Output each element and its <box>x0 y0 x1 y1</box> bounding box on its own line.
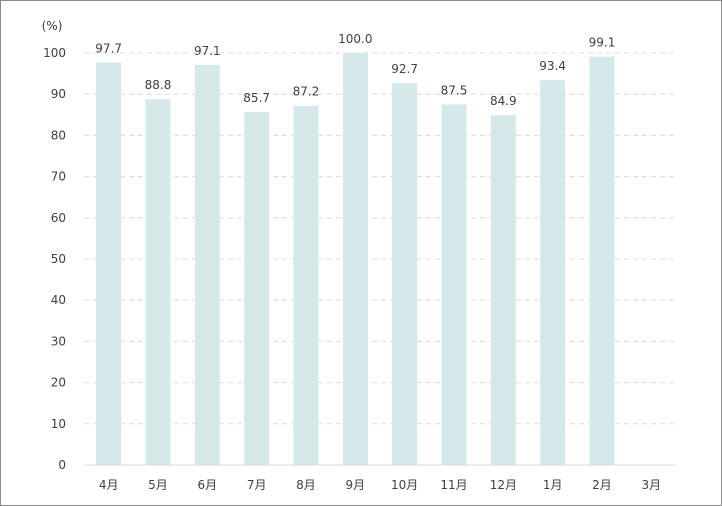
bar <box>244 111 270 465</box>
bar <box>589 56 615 465</box>
data-label: 97.7 <box>95 41 122 55</box>
x-category-label: 3月 <box>642 478 662 492</box>
data-label: 92.7 <box>391 62 418 76</box>
y-tick-label: 100 <box>43 46 66 60</box>
bar <box>441 104 467 465</box>
x-category-label: 10月 <box>391 478 418 492</box>
bar <box>540 80 566 465</box>
data-label: 85.7 <box>243 91 270 105</box>
y-tick-label: 80 <box>51 128 66 142</box>
y-tick-label: 70 <box>51 170 66 184</box>
x-category-label: 11月 <box>440 478 467 492</box>
bar <box>392 83 418 466</box>
y-tick-label: 20 <box>51 376 66 390</box>
y-tick-label: 40 <box>51 293 66 307</box>
gridlines <box>84 52 676 425</box>
x-category-label: 4月 <box>99 478 119 492</box>
data-label: 100.0 <box>338 32 372 46</box>
y-tick-label: 90 <box>51 87 66 101</box>
x-category-label: 12月 <box>490 478 517 492</box>
y-tick-label: 10 <box>51 417 66 431</box>
data-label: 97.1 <box>194 44 221 58</box>
x-axis-categories: 4月 5月 6月 7月 8月 9月 10月 11月 12月 1月 2月 3月 <box>99 478 661 492</box>
bar <box>293 105 319 466</box>
bars <box>96 53 615 466</box>
x-category-label: 8月 <box>296 478 316 492</box>
x-category-label: 5月 <box>148 478 168 492</box>
y-tick-label: 0 <box>58 458 66 472</box>
data-label: 84.9 <box>490 94 517 108</box>
x-category-label: 1月 <box>543 478 563 492</box>
bar <box>145 99 171 466</box>
bar <box>194 64 220 465</box>
data-label: 93.4 <box>539 59 566 73</box>
data-label: 99.1 <box>589 36 616 50</box>
bar <box>490 115 516 465</box>
data-labels: 97.7 88.8 97.1 85.7 87.2 100.0 92.7 87.5 84.9 93.… <box>95 32 615 108</box>
x-category-label: 2月 <box>592 478 612 492</box>
x-category-label: 9月 <box>346 478 366 492</box>
bar <box>96 62 122 465</box>
y-tick-label: 30 <box>51 334 66 348</box>
y-tick-label: 60 <box>51 211 66 225</box>
bar <box>342 53 368 465</box>
y-tick-label: 50 <box>51 252 66 266</box>
x-category-label: 7月 <box>247 478 267 492</box>
y-axis-ticks: 0 10 20 30 40 50 60 70 80 90 100 <box>43 46 66 472</box>
data-label: 88.8 <box>145 78 172 92</box>
x-category-label: 6月 <box>198 478 218 492</box>
data-label: 87.2 <box>293 85 320 99</box>
y-axis-unit-label: (%) <box>42 19 63 33</box>
data-label: 87.5 <box>441 84 468 98</box>
